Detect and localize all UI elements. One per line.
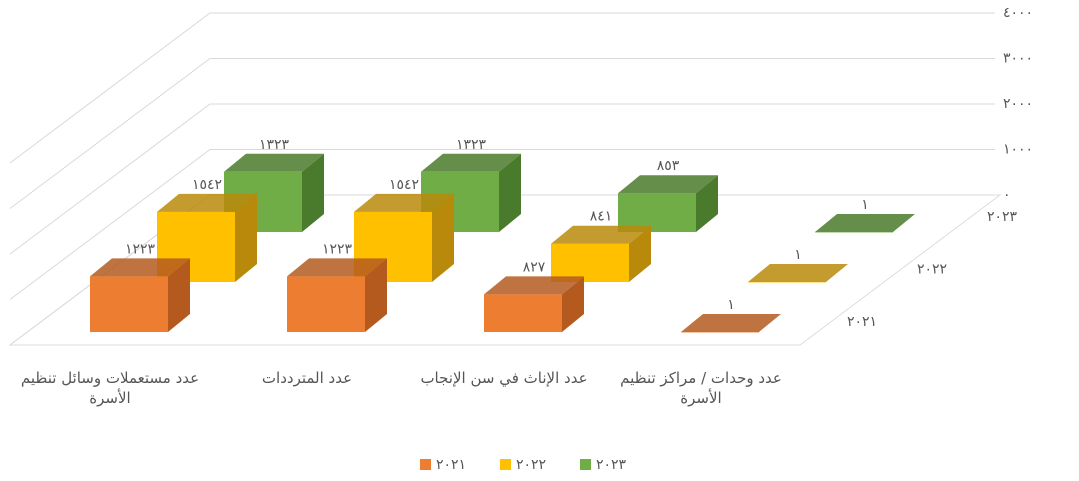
bar-side <box>562 276 584 332</box>
bar-top <box>354 193 454 212</box>
bar-side <box>432 193 454 282</box>
depth-label: ٢٠٢٢ <box>917 262 947 278</box>
bar-top <box>287 258 387 277</box>
bar <box>287 276 365 332</box>
depth-label: ٢٠٢١ <box>847 314 877 330</box>
grid-line <box>9 103 995 255</box>
data-label: ١ <box>794 247 802 263</box>
grid-line <box>9 12 995 164</box>
bar-top <box>224 153 324 172</box>
grid-line <box>9 58 995 209</box>
bar <box>681 331 759 333</box>
bar-side <box>629 225 651 282</box>
legend-swatch <box>420 459 431 470</box>
data-label: ٨٤١ <box>590 209 613 225</box>
y-tick-label: ١٠٠٠ <box>1003 142 1033 158</box>
bar-side <box>499 153 521 232</box>
bar <box>815 231 893 233</box>
bar-side <box>696 175 718 232</box>
bar-side <box>302 153 324 232</box>
bar-side <box>893 213 915 232</box>
y-tick-label: ٢٠٠٠ <box>1003 96 1033 112</box>
bar-top <box>484 276 584 295</box>
x-tick-label: عدد المترددات <box>261 369 353 387</box>
bar-top <box>157 193 257 212</box>
x-tick-label: عدد وحدات / مراكز تنظيم الأسرة <box>620 369 782 407</box>
bar-side <box>235 193 257 282</box>
legend-swatch <box>580 459 591 470</box>
data-label: ١٥٤٢ <box>389 177 419 193</box>
legend-label: ٢٠٢١ <box>436 457 466 473</box>
data-label: ٨٥٣ <box>657 158 680 174</box>
data-label: ١٢٢٣ <box>125 241 156 257</box>
bar-top <box>551 225 651 244</box>
bar <box>551 243 629 282</box>
data-label: ١٢٢٣ <box>322 241 353 257</box>
data-label: ١ <box>727 297 735 313</box>
depth-label: ٢٠٢٣ <box>987 209 1018 225</box>
bar-top <box>681 313 781 332</box>
bar-top <box>618 175 718 194</box>
data-label: ٨٢٧ <box>523 259 546 275</box>
bar-side <box>168 258 190 332</box>
y-tick-label: ٤٠٠٠ <box>1003 5 1033 21</box>
bar-side <box>759 313 781 332</box>
legend-label: ٢٠٢٣ <box>596 457 627 473</box>
bar <box>90 276 168 332</box>
bar-top <box>815 213 915 232</box>
x-tick-label: عدد الإناث في سن الإنجاب <box>420 369 588 387</box>
legend-swatch <box>500 459 511 470</box>
data-label: ١ <box>861 197 869 213</box>
data-label: ١٣٢٣ <box>259 137 290 153</box>
bar-top <box>421 153 521 172</box>
bar-top <box>748 263 848 282</box>
bar <box>748 281 826 283</box>
bar <box>484 294 562 332</box>
y-tick-label: ٣٠٠٠ <box>1003 51 1033 67</box>
bar-top <box>90 258 190 277</box>
data-label: ١٣٢٣ <box>456 137 487 153</box>
grid-line <box>9 149 995 300</box>
legend-label: ٢٠٢٢ <box>516 457 546 473</box>
x-tick-label: عدد مستعملات وسائل تنظيم الأسرة <box>20 369 200 407</box>
y-tick-label: ٠ <box>1003 187 1011 203</box>
bar-side <box>826 263 848 282</box>
bar-side <box>365 258 387 332</box>
bar <box>618 193 696 232</box>
data-label: ١٥٤٢ <box>192 177 222 193</box>
